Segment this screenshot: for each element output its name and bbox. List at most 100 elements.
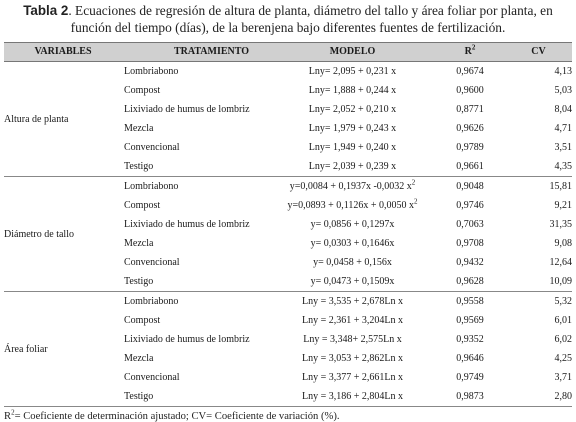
modelo-cell: Lny= 1,888 + 0,244 x	[270, 81, 435, 100]
r2-cell: 0,9661	[435, 157, 505, 177]
footnote-r2-sup: 2	[11, 408, 15, 417]
modelo-cell: Lny = 3,377 + 2,661Ln x	[270, 368, 435, 387]
tratamiento-cell: Testigo	[122, 157, 270, 177]
modelo-cell: Lny = 2,361 + 3,204Ln x	[270, 311, 435, 330]
tratamiento-cell: Lixiviado de humus de lombriz	[124, 104, 250, 115]
cv-cell: 4,35	[505, 157, 572, 177]
modelo-cell: Lny= 2,095 + 0,231 x	[270, 62, 435, 82]
variable-cell: Altura de planta	[4, 61, 122, 177]
table-row: Lixiviado de humus de lombriz Lny= 2,052 …	[4, 100, 572, 119]
modelo-text: y= 0,0473 + 0,1509x	[310, 276, 395, 287]
modelo-cell: Lny = 3,186 + 2,804Ln x	[270, 387, 435, 407]
cv-cell: 4,13	[554, 66, 573, 77]
r2-cell: 0,9674	[456, 66, 484, 77]
cv-cell: 5,32	[554, 296, 573, 307]
modelo-text: Lny = 3,186 + 2,804Ln x	[302, 391, 403, 402]
modelo-cell: Lny= 1,979 + 0,243 x	[270, 119, 435, 138]
cv-cell: 9,08	[554, 238, 573, 249]
header-cv: CV	[505, 42, 572, 62]
modelo-cell: y=0,0893 + 0,1126x + 0,0050 x2	[270, 196, 435, 215]
modelo-text: Lny= 1,949 + 0,240 x	[308, 142, 397, 153]
r2-cell: 0,9626	[456, 123, 484, 134]
table-row: Diámetro de tallo Lombriabono y=0,0084 + 0…	[4, 176, 572, 292]
modelo-cell: y= 0,0303 + 0,1646x	[270, 234, 435, 253]
header-modelo: MODELO	[270, 42, 435, 62]
table-row: Mezcla Lny= 1,979 + 0,243 x 0,9626 4,71	[4, 119, 572, 138]
tratamiento-cell: Testigo	[122, 272, 270, 292]
r2-cell: 0,9352	[456, 334, 484, 345]
variable-cell: Área foliar	[4, 291, 122, 407]
table-row: Convencional Lny= 1,949 + 0,240 x 0,9789 3,…	[4, 138, 572, 157]
header-row: VARIABLES TRATAMIENTO MODELO R2 CV	[4, 42, 572, 62]
tratamiento-cell: Mezcla	[124, 238, 154, 249]
tratamiento-cell: Lixiviado de humus de lombriz	[124, 219, 250, 230]
tratamiento-cell: Lombriabono	[124, 181, 179, 192]
cv-cell: 4,71	[554, 123, 573, 134]
table-row: Lixiviado de humus de lombriz y= 0,0856 +…	[4, 215, 572, 234]
regression-table: VARIABLES TRATAMIENTO MODELO R2 CV Altur…	[4, 42, 572, 407]
cv-cell: 3,71	[554, 372, 573, 383]
table-row: Compost Lny= 1,888 + 0,244 x 0,9600 5,03	[4, 81, 572, 100]
modelo-exponent: 2	[411, 178, 416, 187]
modelo-text: y=0,0893 + 0,1126x + 0,0050 x	[287, 200, 415, 211]
r2-cell: 0,9558	[456, 296, 484, 307]
r2-cell: 0,9646	[456, 353, 484, 364]
modelo-cell: Lny = 3,053 + 2,862Ln x	[270, 349, 435, 368]
r2-cell: 0,9873	[435, 387, 505, 407]
header-r2-sup: 2	[471, 43, 476, 52]
cv-cell: 6,01	[554, 315, 573, 326]
table-row: Testigo Lny = 3,186 + 2,804Ln x 0,9873 2,80	[4, 387, 572, 407]
modelo-cell: y= 0,0473 + 0,1509x	[270, 272, 435, 292]
modelo-text: y= 0,0303 + 0,1646x	[310, 238, 395, 249]
tratamiento-cell: Testigo	[122, 387, 270, 407]
table-row: Mezcla y= 0,0303 + 0,1646x 0,9708 9,08	[4, 234, 572, 253]
table-row: Convencional Lny = 3,377 + 2,661Ln x 0,974…	[4, 368, 572, 387]
modelo-text: y=0,0084 + 0,1937x -0,0032 x	[289, 181, 412, 192]
r2-cell: 0,9789	[456, 142, 484, 153]
table-row: Mezcla Lny = 3,053 + 2,862Ln x 0,9646 4,25	[4, 349, 572, 368]
table-row: Compost y=0,0893 + 0,1126x + 0,0050 x2 0,9…	[4, 196, 572, 215]
modelo-text: Lny= 1,979 + 0,243 x	[308, 123, 397, 134]
cv-cell: 8,04	[554, 104, 573, 115]
header-tratamiento: TRATAMIENTO	[122, 42, 270, 62]
r2-cell: 0,9749	[456, 372, 484, 383]
cv-cell: 6,02	[554, 334, 573, 345]
r2-cell: 0,9569	[456, 315, 484, 326]
table-row: Compost Lny = 2,361 + 3,204Ln x 0,9569 6,01	[4, 311, 572, 330]
cv-cell: 9,21	[554, 200, 573, 211]
modelo-cell: y= 0,0458 + 0,156x	[270, 253, 435, 272]
table-body: Altura de planta Lombriabono Lny= 2,095 + …	[4, 61, 573, 407]
r2-cell: 0,9600	[456, 85, 484, 96]
modelo-text: Lny = 3,053 + 2,862Ln x	[302, 353, 403, 364]
tratamiento-cell: Mezcla	[124, 353, 154, 364]
tratamiento-cell: Mezcla	[124, 123, 154, 134]
table-row: Testigo y= 0,0473 + 0,1509x 0,9628 10,09	[4, 272, 572, 292]
caption-text: . Ecuaciones de regresión de altura de p…	[68, 3, 553, 35]
tratamiento-cell: Convencional	[124, 372, 180, 383]
cv-cell: 2,80	[505, 387, 572, 407]
cv-cell: 31,35	[549, 219, 573, 230]
tratamiento-cell: Compost	[124, 315, 161, 326]
modelo-text: y= 0,0458 + 0,156x	[313, 257, 392, 268]
r2-cell: 0,9432	[456, 257, 484, 268]
r2-cell: 0,7063	[456, 219, 484, 230]
modelo-cell: Lny = 3,348+ 2,575Ln x	[270, 330, 435, 349]
header-r2-base: R	[464, 46, 472, 57]
cv-cell: 12,64	[549, 257, 573, 268]
tratamiento-cell: Compost	[124, 85, 161, 96]
modelo-cell: y=0,0084 + 0,1937x -0,0032 x2	[270, 177, 435, 197]
modelo-text: y= 0,0856 + 0,1297x	[310, 219, 395, 230]
table-row: Testigo Lny= 2,039 + 0,239 x 0,9661 4,35	[4, 157, 572, 177]
table-row: Convencional y= 0,0458 + 0,156x 0,9432 12,6…	[4, 253, 572, 272]
modelo-text: Lny = 3,348+ 2,575Ln x	[303, 334, 402, 345]
variable-cell: Diámetro de tallo	[4, 176, 122, 292]
cv-cell: 4,25	[554, 353, 573, 364]
tratamiento-cell: Convencional	[124, 142, 180, 153]
modelo-text: Lny= 1,888 + 0,244 x	[308, 85, 397, 96]
table-row: Altura de planta Lombriabono Lny= 2,095 + …	[4, 61, 573, 177]
tratamiento-cell: Convencional	[124, 257, 180, 268]
r2-cell: 0,9048	[456, 181, 484, 192]
cv-cell: 3,51	[554, 142, 573, 153]
modelo-text: Lny= 2,039 + 0,239 x	[308, 161, 397, 172]
modelo-cell: Lny= 1,949 + 0,240 x	[270, 138, 435, 157]
